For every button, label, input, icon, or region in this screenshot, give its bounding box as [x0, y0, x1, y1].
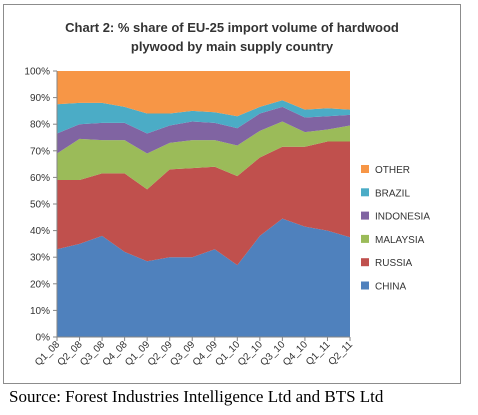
- area-russia: [57, 141, 350, 266]
- x-tick-label: Q4_10: [281, 339, 310, 368]
- chart-areas: [57, 71, 350, 337]
- y-tick-label: 80%: [30, 120, 50, 131]
- legend-label-indonesia: INDONESIA: [375, 212, 430, 223]
- y-tick-label: 40%: [30, 226, 50, 237]
- legend-swatch-brazil: [361, 188, 369, 197]
- source-note: Source: Forest Industries Intelligence L…: [9, 387, 384, 406]
- area-indonesia: [57, 106, 350, 154]
- legend-swatch-other: [361, 165, 369, 173]
- chart-title-line: plywood by main supply country: [131, 39, 334, 54]
- y-tick-label: 70%: [30, 146, 50, 157]
- chart-legend: OTHER BRAZIL INDONESIA MALAYSIA RUSSIA CHINA: [361, 165, 430, 293]
- legend-swatch-indonesia: [361, 211, 369, 220]
- y-tick-label: 10%: [30, 306, 50, 317]
- legend-label-malaysia: MALAYSIA: [375, 235, 425, 246]
- legend-swatch-malaysia: [361, 234, 369, 243]
- stacked-area-chart: Chart 2: % share of EU-25 import volume …: [24, 20, 430, 368]
- area-china: [57, 218, 350, 337]
- legend-swatch-russia: [361, 258, 369, 267]
- area-other: [57, 71, 350, 117]
- legend-label-brazil: BRAZIL: [375, 188, 410, 199]
- y-tick-label: 20%: [30, 279, 50, 290]
- legend-swatch-china: [361, 281, 369, 290]
- y-tick-label: 90%: [30, 93, 50, 104]
- chart-title-line: Chart 2: % share of EU-25 import volume …: [65, 20, 399, 35]
- area-malaysia: [57, 121, 350, 190]
- x-tick-label: Q2_11: [327, 339, 356, 368]
- chart-title: Chart 2: % share of EU-25 import volume …: [65, 20, 399, 54]
- legend-label-russia: RUSSIA: [375, 258, 413, 269]
- x-tick-label: Q1_11: [304, 339, 333, 368]
- y-tick-label: 60%: [30, 173, 50, 184]
- legend-label-other: OTHER: [375, 165, 410, 176]
- y-tick-label: 30%: [30, 253, 50, 264]
- legend-label-china: CHINA: [375, 282, 406, 293]
- y-tick-label: 100%: [24, 67, 50, 78]
- y-tick-label: 0%: [36, 333, 51, 344]
- area-brazil: [57, 100, 350, 134]
- chart-frame: Chart 2: % share of EU-25 import volume …: [3, 4, 461, 384]
- y-tick-label: 50%: [30, 200, 50, 211]
